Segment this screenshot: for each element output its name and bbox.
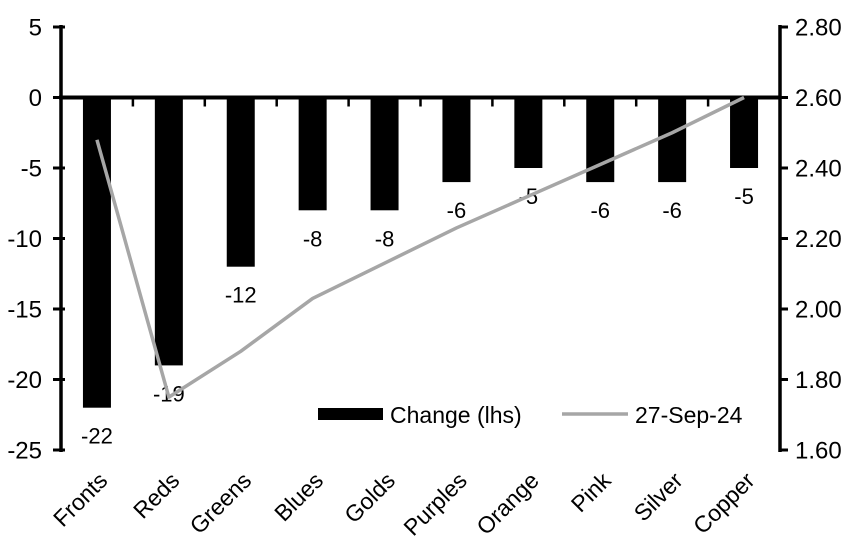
right-axis-tick-label: 1.80 [795,367,842,394]
left-axis-tick-label: -5 [21,156,42,183]
bar [442,97,471,183]
left-axis-tick-label: -20 [7,367,42,394]
right-axis-tick-label: 2.40 [795,156,842,183]
legend-bar-swatch [318,408,383,420]
bar-value-label: -6 [590,198,610,223]
category-label-orange: Orange [471,467,544,540]
category-label-reds: Reds [128,467,184,523]
bar [370,97,399,211]
category-label-greens: Greens [185,467,257,539]
right-axis-tick-label: 2.00 [795,297,842,324]
bar [514,97,543,168]
bar-value-label: -6 [662,198,682,223]
category-label-pink: Pink [566,467,616,517]
left-axis-tick-label: 0 [29,85,42,112]
category-label-copper: Copper [688,467,760,539]
left-axis-tick-label: -10 [7,226,42,253]
bar [82,97,111,408]
right-axis-tick-label: 2.60 [795,85,842,112]
line-series [95,95,745,399]
category-label-purples: Purples [398,467,472,541]
bar [298,97,327,211]
legend-bar-label: Change (lhs) [390,402,522,428]
bar-value-label: -8 [303,226,323,251]
right-axis-tick-label: 2.20 [795,226,842,253]
bar-value-label: -6 [447,198,467,223]
category-label-golds: Golds [339,467,400,528]
left-axis-tick-label: -15 [7,297,42,324]
bar [226,97,255,267]
legend-line-label: 27-Sep-24 [635,402,743,428]
bar [730,97,759,168]
bar [154,97,183,366]
bar-value-label: -5 [734,184,754,209]
left-axis-tick-label: 5 [29,15,42,42]
right-axis-tick-label: 2.80 [795,15,842,42]
bar [658,97,687,183]
category-label-silver: Silver [629,467,688,526]
bar-value-label: -12 [225,283,257,308]
category-label-fronts: Fronts [48,467,112,531]
bar-value-label: -8 [375,226,395,251]
right-axis-tick-label: 1.60 [795,438,842,465]
left-axis-tick-label: -25 [7,438,42,465]
bar-value-label: -22 [81,424,113,449]
category-label-blues: Blues [269,467,328,526]
